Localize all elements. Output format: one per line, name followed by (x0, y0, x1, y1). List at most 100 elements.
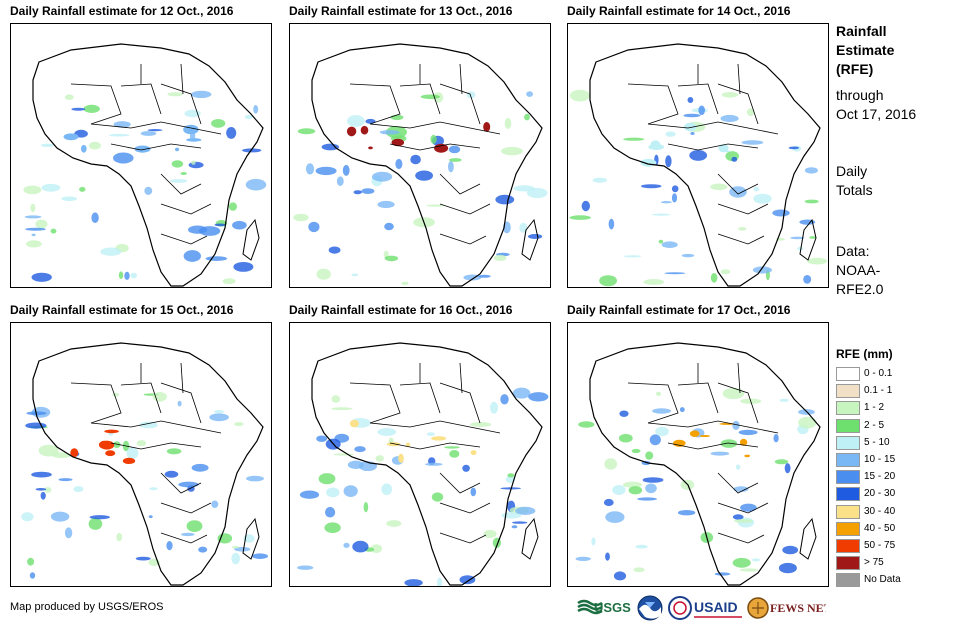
rainfall-area (232, 220, 247, 230)
rainfall-area (25, 422, 47, 429)
country-border (647, 121, 779, 135)
legend-label: 15 - 20 (864, 471, 896, 483)
rainfall-area (524, 113, 530, 121)
africa-map (575, 342, 821, 586)
country-border (90, 121, 222, 135)
logo-text: USGS (594, 600, 631, 615)
rainfall-area (478, 274, 491, 278)
rainfall-area (331, 407, 353, 411)
panel-title: Daily Rainfall estimate for 16 Oct., 201… (289, 303, 513, 317)
rainfall-area (213, 410, 225, 414)
heavy-rainfall-area (744, 454, 751, 458)
country-border (439, 532, 487, 544)
country-border (389, 442, 481, 450)
heavy-rainfall-area (470, 450, 477, 456)
country-border (389, 143, 481, 151)
country-border (160, 472, 202, 494)
rainfall-area (612, 485, 626, 495)
heavy-rainfall-area (391, 138, 405, 147)
country-border (439, 472, 481, 494)
heavy-rainfall-area (122, 457, 136, 464)
map-panel-14-oct: Daily Rainfall estimate for 14 Oct., 201… (567, 4, 829, 288)
country-border (717, 173, 759, 195)
legend-swatch (836, 556, 860, 571)
rainfall-area (191, 463, 209, 472)
country-border (180, 362, 184, 394)
panel-title: Daily Rainfall estimate for 13 Oct., 201… (289, 4, 513, 18)
country-border (110, 442, 202, 450)
through-date-value: Oct 17, 2016 (836, 106, 917, 122)
rainfall-area (61, 196, 77, 202)
rainfall-area (788, 146, 800, 150)
rainfall-area (135, 556, 151, 561)
rainfall-area (386, 520, 402, 527)
rainfall-area (198, 226, 221, 236)
rainfall-area (333, 453, 354, 456)
rainfall-area (308, 221, 320, 233)
heavy-rainfall-area (360, 125, 369, 135)
rainfall-area (130, 272, 137, 279)
rainfall-area (490, 401, 498, 414)
rainfall-area (118, 271, 124, 279)
rainfall-area (342, 164, 350, 176)
rainfall-area (26, 240, 42, 248)
rainfall-area (181, 532, 195, 537)
rainfall-map (289, 23, 551, 288)
rainfall-area (710, 183, 728, 191)
country-border (90, 420, 222, 434)
map-panel-15-oct: Daily Rainfall estimate for 15 Oct., 201… (10, 303, 272, 587)
rainfall-area (466, 91, 476, 99)
rainfall-area (377, 200, 395, 209)
rainfall-area (315, 166, 337, 176)
legend-swatch (836, 521, 860, 536)
coastline (32, 342, 264, 586)
rainfall-area (139, 421, 158, 429)
rainfall-area (205, 256, 228, 261)
rainfall-area (324, 522, 341, 533)
rainfall-area (809, 236, 817, 239)
rainfall-area (687, 97, 694, 103)
heavy-rainfall-area (63, 133, 79, 141)
data-source-line: Data: (836, 243, 870, 259)
rainfall-area (649, 434, 661, 446)
rainfall-area (437, 577, 443, 586)
madagascar-outline (521, 218, 539, 261)
panel-title: Daily Rainfall estimate for 14 Oct., 201… (567, 4, 791, 18)
heavy-rainfall-area (398, 453, 404, 463)
rainfall-area (31, 233, 36, 237)
rainfall-area (352, 540, 369, 553)
rainfall-area (244, 114, 253, 120)
rainfall-area (803, 275, 812, 284)
rainfall-area (354, 446, 366, 453)
country-border (439, 233, 487, 245)
rainfall-area (328, 246, 341, 254)
rainfall-area (395, 158, 403, 170)
rainfall-area (191, 90, 212, 99)
rainfall-area (246, 475, 264, 482)
rainfall-area (336, 176, 344, 186)
country-border (439, 83, 481, 125)
rainfall-map (289, 322, 551, 587)
country-border (439, 173, 481, 195)
rainfall-area (603, 498, 614, 507)
country-border (160, 173, 202, 195)
rainfall-area (605, 552, 610, 561)
rainfall-area (293, 213, 309, 222)
rainfall-area (714, 572, 731, 576)
rainfall-area (619, 410, 629, 417)
rainfall-area (652, 408, 672, 414)
rainfall-area (797, 246, 804, 251)
heavy-rainfall-area (346, 126, 357, 137)
country-border (717, 472, 759, 494)
country-border (667, 143, 759, 151)
rainfall-area (753, 193, 772, 204)
rainfall-area (623, 255, 642, 258)
heavy-rainfall-area (699, 435, 711, 437)
rainfall-area (188, 161, 204, 169)
rainfall-area (661, 241, 678, 248)
rainfall-area (739, 568, 759, 572)
rainfall-area (569, 215, 591, 220)
rainfall-area (297, 565, 314, 570)
rainfall-area (504, 117, 512, 129)
country-border (647, 420, 779, 434)
